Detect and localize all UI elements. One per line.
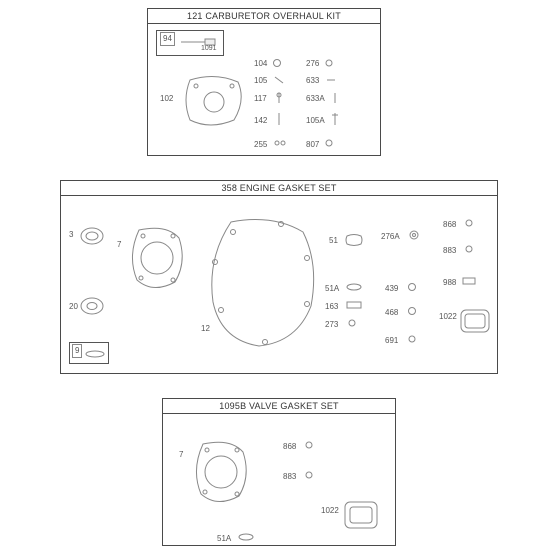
panel-valve-body: 7 51A 868 883 1022 — [163, 414, 395, 545]
lbl-255: 255 — [254, 140, 267, 149]
part-105A-icon — [328, 112, 342, 126]
gasket-102-icon — [180, 72, 250, 136]
part-117-icon — [272, 92, 286, 104]
lbl-102: 102 — [160, 94, 173, 103]
lbl-633: 633 — [306, 76, 319, 85]
panel-carburetor-title: 121 CARBURETOR OVERHAUL KIT — [148, 9, 380, 24]
lbl-105: 105 — [254, 76, 267, 85]
part-868-icon — [463, 218, 475, 228]
panel-carburetor: 121 CARBURETOR OVERHAUL KIT 94 1091 — [147, 8, 381, 156]
head-gasket-7-icon — [125, 224, 189, 296]
lbl-51A: 51A — [325, 284, 339, 293]
part-51-icon — [343, 232, 365, 248]
part-276A-icon — [407, 229, 421, 241]
panel-valve-title: 1095B VALVE GASKET SET — [163, 399, 395, 414]
lbl-12: 12 — [201, 324, 210, 333]
valve-cover-1022-icon — [341, 498, 381, 532]
lbl-883: 883 — [443, 246, 456, 255]
seal-3-icon — [79, 226, 105, 246]
part-51A-icon — [237, 532, 255, 542]
lbl-633A: 633A — [306, 94, 325, 103]
lbl-20: 20 — [69, 302, 78, 311]
lbl-104: 104 — [254, 59, 267, 68]
lbl-868: 868 — [443, 220, 456, 229]
lbl-142: 142 — [254, 116, 267, 125]
lbl-3: 3 — [69, 230, 73, 239]
lbl-51: 51 — [329, 236, 338, 245]
seal-20-icon — [79, 296, 105, 316]
lbl-105A: 105A — [306, 116, 325, 125]
liner-icon — [84, 349, 106, 359]
part-691-icon — [405, 334, 419, 344]
panel-engine-body: 9 3 7 20 12 51 51A 163 273 276A 439 468 … — [61, 196, 497, 373]
part-633A-icon — [328, 92, 342, 104]
part-163-icon — [345, 300, 363, 310]
part-273-icon — [345, 318, 359, 328]
lbl-439: 439 — [385, 284, 398, 293]
panel-engine-title: 358 ENGINE GASKET SET — [61, 181, 497, 196]
crankcase-gasket-12-icon — [203, 214, 323, 354]
panel-carburetor-body: 94 1091 102 104 105 117 142 — [148, 24, 380, 155]
part-868-icon — [303, 440, 315, 450]
callout-box-94: 94 1091 — [156, 30, 224, 56]
head-gasket-7-icon — [189, 438, 253, 510]
lbl-273: 273 — [325, 320, 338, 329]
panel-engine: 358 ENGINE GASKET SET 9 — [60, 180, 498, 374]
part-104-icon — [272, 58, 286, 68]
part-468-icon — [405, 306, 419, 316]
part-633-icon — [324, 75, 338, 85]
panel-valve: 1095B VALVE GASKET SET 7 51A 868 883 102… — [162, 398, 396, 546]
callout-94-label: 94 — [160, 32, 175, 46]
lbl-807: 807 — [306, 140, 319, 149]
callout-1091-label: 1091 — [201, 43, 217, 55]
part-988-icon — [461, 276, 477, 286]
callout-9-label: 9 — [72, 344, 82, 358]
lbl-1022: 1022 — [439, 312, 457, 321]
lbl-468: 468 — [385, 308, 398, 317]
callout-box-9: 9 — [69, 342, 109, 364]
part-255-icon — [272, 138, 288, 148]
part-439-icon — [405, 282, 419, 292]
part-142-icon — [272, 112, 286, 126]
valve-cover-1022-icon — [457, 306, 493, 336]
lbl-1022: 1022 — [321, 506, 339, 515]
lbl-883: 883 — [283, 472, 296, 481]
lbl-163: 163 — [325, 302, 338, 311]
lbl-988: 988 — [443, 278, 456, 287]
part-276-icon — [324, 58, 338, 68]
lbl-276: 276 — [306, 59, 319, 68]
part-883-icon — [303, 470, 315, 480]
lbl-117: 117 — [254, 94, 267, 103]
lbl-691: 691 — [385, 336, 398, 345]
part-807-icon — [324, 138, 338, 148]
lbl-7: 7 — [179, 450, 183, 459]
lbl-868: 868 — [283, 442, 296, 451]
lbl-7: 7 — [117, 240, 121, 249]
part-51A-icon — [345, 282, 363, 292]
part-105-icon — [272, 75, 286, 85]
part-883-icon — [463, 244, 475, 254]
lbl-276A: 276A — [381, 232, 400, 241]
lbl-51A: 51A — [217, 534, 231, 543]
